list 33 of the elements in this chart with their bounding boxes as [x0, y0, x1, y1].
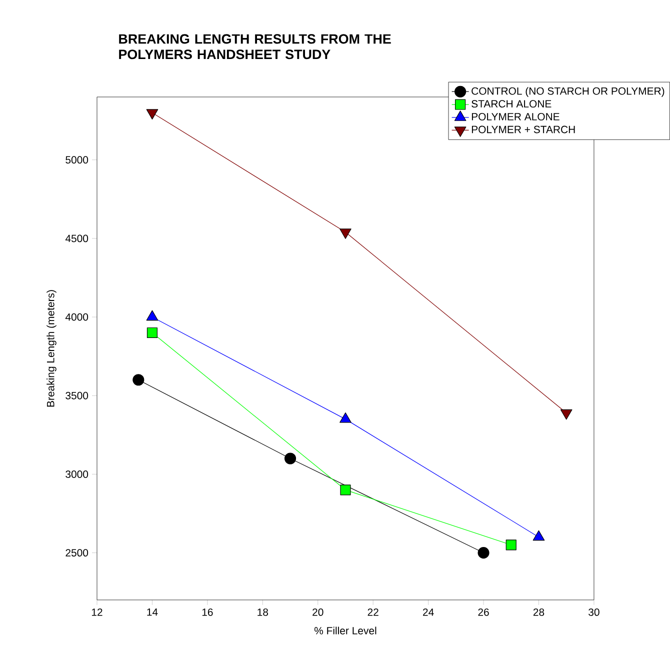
x-tick-label: 24 [423, 608, 434, 616]
y-tick-label: 4500 [65, 234, 88, 242]
legend-label: POLYMER + STARCH [472, 126, 575, 134]
x-tick-label: 20 [312, 608, 324, 616]
y-tick-label: 5000 [66, 156, 88, 164]
legend-label: CONTROL (NO STARCH OR POLYMER) [472, 87, 664, 97]
legend-label: STARCH ALONE [472, 100, 552, 108]
point [284, 452, 296, 464]
x-tick-label: 28 [533, 608, 544, 616]
x-axis-title: % Filler Level [314, 626, 376, 634]
point [132, 374, 144, 386]
point [146, 109, 158, 120]
y-tick-label: 4000 [65, 313, 88, 321]
x-tick-label: 30 [588, 608, 600, 616]
legend-label: POLYMER ALONE [472, 113, 560, 120]
point [340, 228, 352, 239]
point [146, 327, 158, 338]
x-tick-label: 14 [147, 608, 158, 616]
x-tick-label: 12 [92, 608, 102, 616]
y-axis-title: Breaking Length (meters) [46, 290, 56, 407]
x-tick-label: 22 [368, 608, 378, 616]
x-tick-label: 16 [202, 608, 213, 616]
chart-title: BREAKING LENGTH RESULTS FROM THE POLYMERS HANDSHEET STUDY [119, 34, 391, 60]
x-tick-label: 18 [258, 608, 268, 616]
y-tick-label: 3500 [66, 392, 88, 400]
point [506, 540, 516, 550]
point [560, 409, 572, 420]
y-tick-label: 2500 [66, 549, 88, 557]
point [478, 547, 490, 559]
x-tick-label: 26 [478, 608, 489, 616]
point [340, 484, 351, 496]
point [532, 530, 545, 541]
y-tick-label: 3000 [66, 470, 88, 478]
